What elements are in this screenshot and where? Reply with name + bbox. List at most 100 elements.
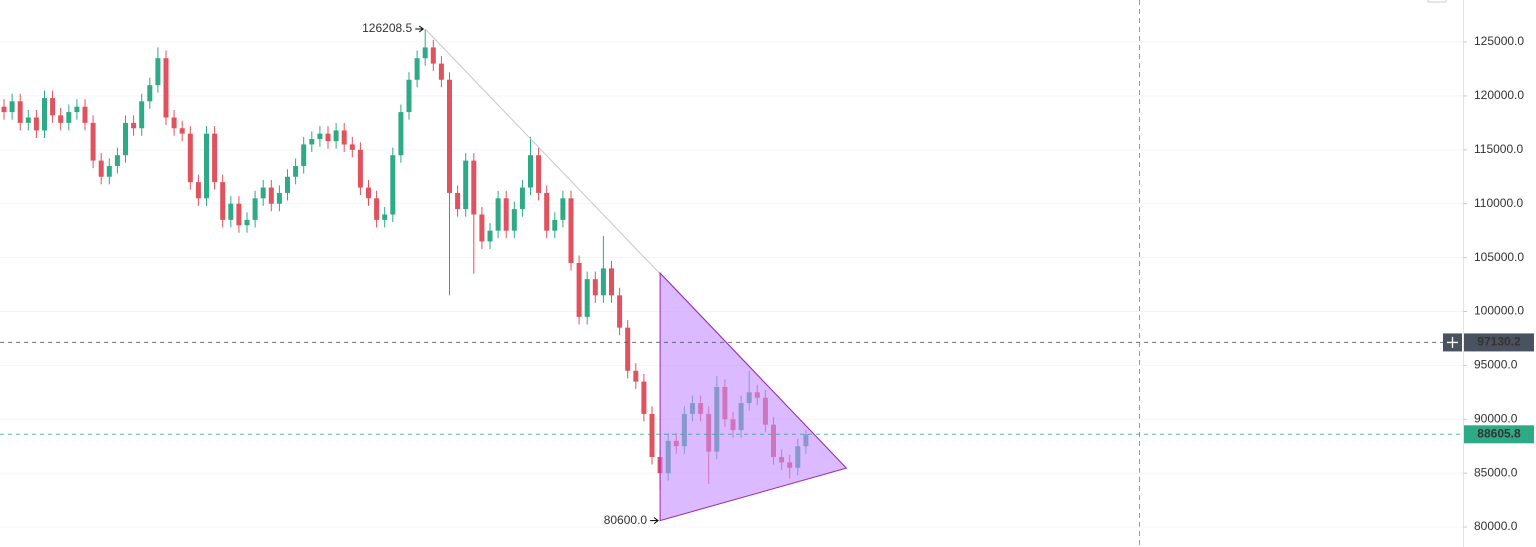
candle-body bbox=[82, 106, 88, 123]
candle-body bbox=[1, 106, 7, 113]
candle-body bbox=[584, 279, 590, 317]
y-tick-label: 110000.0 bbox=[1474, 196, 1523, 210]
candle-body bbox=[58, 115, 64, 123]
candle-body bbox=[333, 130, 339, 142]
candle-body bbox=[430, 47, 436, 64]
triangle-pattern bbox=[659, 271, 848, 522]
candle-body bbox=[617, 295, 623, 328]
candle-body bbox=[592, 279, 598, 296]
candle-body bbox=[187, 133, 193, 183]
candle-body bbox=[114, 155, 120, 166]
candle-body bbox=[438, 63, 444, 80]
add-button-icon bbox=[1447, 336, 1458, 348]
candle-body bbox=[600, 268, 606, 296]
y-tick-label: 125000.0 bbox=[1474, 34, 1524, 48]
candle-body bbox=[106, 165, 112, 177]
crosshair-price-box bbox=[1464, 333, 1534, 352]
candle-body bbox=[42, 98, 47, 131]
annotation-arrowhead bbox=[418, 25, 425, 33]
candle-body bbox=[374, 198, 380, 220]
y-tick-label: 85000.0 bbox=[1474, 465, 1518, 479]
candle-body bbox=[293, 165, 299, 177]
candle-body bbox=[625, 327, 631, 371]
candle-body bbox=[560, 198, 566, 220]
add-button[interactable] bbox=[1443, 333, 1462, 352]
y-tick-label: 115000.0 bbox=[1474, 142, 1523, 156]
candle-body bbox=[131, 122, 137, 129]
candle-body bbox=[633, 370, 639, 382]
candle-body bbox=[66, 112, 72, 123]
candle-body bbox=[447, 79, 452, 193]
candle-body bbox=[398, 112, 404, 156]
y-tick-label: 90000.0 bbox=[1474, 411, 1518, 425]
candle-body bbox=[479, 214, 485, 242]
candle-body bbox=[285, 176, 290, 193]
corner-button[interactable] bbox=[1427, 0, 1447, 3]
candle-body bbox=[471, 160, 477, 215]
y-tick-label: 80000.0 bbox=[1474, 519, 1518, 533]
candle-body bbox=[155, 58, 161, 86]
candle-body bbox=[228, 203, 234, 220]
candle-body bbox=[244, 219, 250, 226]
candle-body bbox=[390, 155, 396, 215]
candle-body bbox=[309, 139, 315, 145]
annotation-label: 80600.0 bbox=[604, 513, 648, 527]
candle-body bbox=[276, 192, 282, 204]
candle-body bbox=[212, 133, 218, 183]
candle-body bbox=[74, 106, 80, 113]
candle-body bbox=[414, 58, 420, 80]
candle-body bbox=[536, 155, 542, 193]
candle-body bbox=[463, 160, 469, 210]
candle-body bbox=[544, 192, 550, 231]
candle-body bbox=[341, 130, 347, 145]
candle-body bbox=[204, 133, 209, 199]
candle-body bbox=[123, 122, 128, 156]
candle-body bbox=[455, 192, 461, 210]
y-tick-label: 95000.0 bbox=[1474, 358, 1518, 372]
candle-body bbox=[33, 117, 39, 131]
candle-body bbox=[163, 58, 169, 118]
candle-body bbox=[422, 47, 428, 59]
candle-body bbox=[17, 101, 23, 123]
candle-body bbox=[357, 149, 363, 188]
candle-body bbox=[325, 133, 331, 142]
candle-body bbox=[382, 214, 388, 220]
y-tick-label: 120000.0 bbox=[1474, 88, 1524, 102]
candle-body bbox=[568, 198, 574, 263]
last-price-box bbox=[1464, 425, 1534, 444]
crosshair-price-label: 97130.2 bbox=[1477, 335, 1521, 349]
y-tick-label: 105000.0 bbox=[1474, 250, 1524, 264]
candle-body bbox=[641, 381, 647, 414]
candle-body bbox=[195, 182, 201, 199]
candle-body bbox=[179, 128, 185, 134]
candle-body bbox=[98, 160, 104, 177]
candle-body bbox=[511, 209, 517, 231]
candle-body bbox=[609, 268, 614, 296]
candle-body bbox=[236, 203, 242, 226]
candle-body bbox=[349, 144, 355, 150]
candle-body bbox=[25, 117, 31, 123]
candle-body bbox=[252, 198, 258, 220]
last-price-label: 88605.8 bbox=[1477, 426, 1521, 440]
candle-body bbox=[147, 85, 153, 102]
candle-body bbox=[90, 122, 96, 161]
candle-body bbox=[268, 187, 274, 204]
candle-body bbox=[50, 98, 56, 116]
candle-body bbox=[519, 187, 525, 210]
candle-body bbox=[317, 133, 323, 140]
candle-body bbox=[552, 219, 558, 231]
candle-body bbox=[406, 79, 412, 113]
candle-body bbox=[495, 198, 501, 231]
y-tick-label: 100000.0 bbox=[1474, 304, 1524, 318]
candle-body bbox=[366, 187, 371, 199]
annotation-arrowhead bbox=[653, 517, 659, 524]
candle-body bbox=[576, 262, 582, 317]
candle-body bbox=[503, 198, 509, 231]
candle-body bbox=[260, 187, 266, 199]
candle-body bbox=[649, 413, 655, 458]
candle-body bbox=[220, 182, 226, 220]
candle-body bbox=[171, 117, 177, 129]
annotation-label: 126208.5 bbox=[362, 21, 412, 35]
candle-body bbox=[139, 101, 145, 129]
